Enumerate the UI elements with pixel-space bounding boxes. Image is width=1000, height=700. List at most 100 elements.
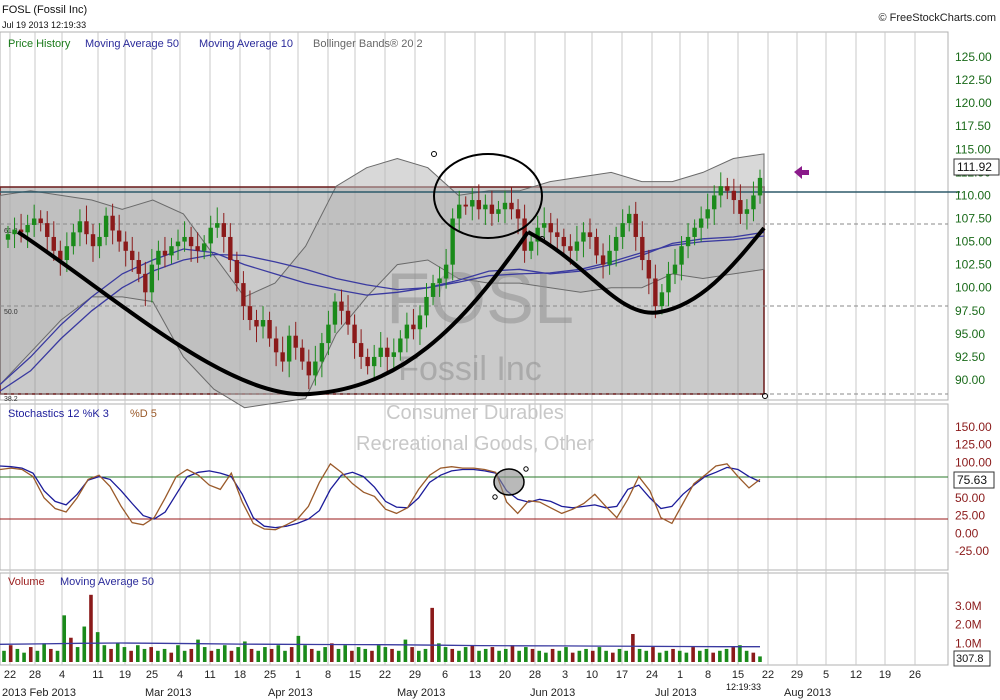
x-tick-label: 3: [562, 669, 568, 681]
volume-bar: [209, 650, 214, 662]
stoch-y-tick: 100.00: [955, 455, 992, 469]
volume-bar: [738, 645, 742, 662]
volume-bar: [457, 650, 461, 662]
candle-body: [581, 232, 586, 242]
volume-bar: [744, 650, 749, 662]
x-month-label: Aug 2013: [784, 687, 831, 699]
volume-bar: [416, 650, 421, 662]
candle-body: [568, 246, 573, 251]
legend-bollinger[interactable]: Bollinger Bands® 20 2: [313, 38, 423, 50]
last-volume-value: 307.8: [956, 653, 984, 665]
candle-body: [502, 202, 508, 210]
chart-timestamp: Jul 19 2013 12:19:33: [2, 20, 86, 30]
volume-bar: [631, 634, 635, 662]
legend-ma10[interactable]: Moving Average 10: [199, 38, 293, 50]
candle-body: [71, 232, 76, 247]
volume-bar: [437, 643, 441, 662]
candle-body: [319, 343, 325, 362]
x-tick-label: 8: [325, 669, 331, 681]
legend-price-history[interactable]: Price History: [8, 38, 71, 50]
candle-body: [254, 320, 259, 327]
volume-bar: [490, 647, 495, 662]
x-tick-label: 17: [616, 669, 628, 681]
candle-body: [58, 250, 63, 261]
x-tick-label: 20: [499, 669, 511, 681]
x-tick-label: 4: [59, 669, 65, 681]
legend-stoch-d[interactable]: %D 5: [130, 408, 157, 420]
candle-body: [358, 343, 364, 357]
candle-body: [326, 324, 331, 344]
x-tick-label: 12: [850, 669, 862, 681]
candle-body: [5, 234, 11, 240]
x-tick-label: 25: [264, 669, 276, 681]
stoch-y-tick: 25.00: [955, 509, 985, 523]
price-y-tick: 117.50: [955, 119, 991, 133]
volume-bar: [136, 645, 140, 662]
volume-bar: [624, 650, 628, 662]
handle-curve: [527, 226, 766, 315]
candle-body: [313, 361, 318, 376]
volume-bar: [22, 652, 26, 662]
volume-bar: [142, 648, 147, 662]
stoch-y-tick: 125.00: [955, 438, 992, 452]
candle-body: [247, 306, 253, 321]
brand-link[interactable]: © FreeStockCharts.com: [878, 12, 996, 24]
candle-body: [110, 215, 115, 231]
watermark-company: Fossil Inc: [398, 350, 542, 388]
candle-body: [640, 236, 645, 261]
stoch-y-axis: 150.00125.00100.0075.0050.0025.000.00-25…: [955, 420, 992, 558]
legend-ma50[interactable]: Moving Average 50: [85, 38, 179, 50]
volume-bar: [182, 650, 187, 662]
cup-curve: [16, 230, 530, 397]
candle-body: [613, 236, 619, 251]
volume-bar: [82, 626, 87, 662]
volume-bar: [363, 648, 368, 662]
stoch-y-tick: -25.00: [955, 544, 989, 558]
candle-body: [535, 227, 540, 242]
volume-bar: [256, 650, 261, 662]
volume-bar: [423, 648, 428, 662]
volume-bar: [718, 650, 722, 662]
legend-volume-ma50[interactable]: Moving Average 50: [60, 576, 154, 588]
volume-bar: [590, 650, 595, 662]
candle-body: [182, 236, 187, 242]
volume-bar: [443, 647, 448, 662]
candle-body: [744, 209, 750, 214]
volume-bar: [430, 607, 434, 662]
volume-bar: [222, 645, 227, 662]
legend-stoch-k[interactable]: Stochastics 12 %K 3: [8, 408, 109, 420]
candle-body: [51, 236, 56, 251]
candle-body: [84, 221, 89, 235]
stoch-legend: Stochastics 12 %K 3 %D 5: [8, 408, 157, 420]
volume-bar: [109, 648, 113, 662]
candle-body: [267, 320, 272, 339]
volume-bar: [2, 650, 6, 662]
x-tick-label: 8: [705, 669, 711, 681]
x-tick-label: 6: [442, 669, 448, 681]
candle-body: [738, 200, 743, 214]
candle-body: [646, 260, 652, 279]
candle-body: [169, 246, 174, 256]
volume-bar: [617, 648, 622, 662]
candle-body: [378, 347, 383, 357]
handle-point: [539, 236, 545, 242]
legend-volume[interactable]: Volume: [8, 576, 45, 588]
volume-bar: [169, 652, 174, 662]
candle-body: [757, 177, 763, 196]
candle-body: [64, 246, 70, 261]
volume-bar: [276, 645, 281, 662]
x-tick-label: 19: [879, 669, 891, 681]
volume-bar: [216, 648, 220, 662]
volume-bar: [189, 648, 194, 662]
volume-bar: [704, 648, 709, 662]
candle-body: [633, 213, 638, 237]
price-y-tick: 120.00: [955, 96, 992, 110]
volume-bar: [356, 647, 361, 662]
x-tick-label: 11: [204, 669, 215, 681]
volume-bar: [122, 647, 127, 662]
volume-bar: [336, 648, 341, 662]
candle-body: [450, 218, 455, 265]
volume-bar: [584, 648, 588, 662]
candle-body: [300, 347, 305, 362]
ma50-line: [0, 231, 765, 386]
